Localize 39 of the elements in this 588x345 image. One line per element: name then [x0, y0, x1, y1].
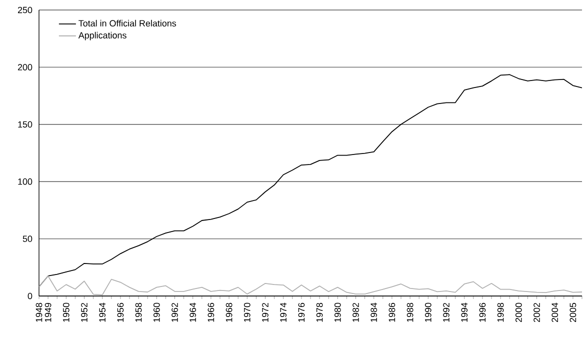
legend-label: Total in Official Relations: [78, 20, 176, 26]
x-tick-label: 1976: [298, 302, 305, 322]
x-tick-label: 1956: [117, 302, 124, 322]
x-tick-label: 1984: [370, 302, 378, 322]
x-tick-label: 1958: [135, 302, 142, 322]
x-tick-label: 1950: [62, 302, 70, 322]
y-tick-label: 150: [18, 121, 32, 128]
x-tick-label: 1980: [334, 302, 341, 322]
y-tick-label: 50: [22, 236, 32, 242]
y-tick-label: 200: [18, 64, 32, 70]
x-tick-label: 1974: [280, 302, 287, 322]
x-tick-label: 1952: [81, 302, 88, 322]
y-tick-label: 100: [18, 178, 32, 185]
x-tick-label: 1954: [99, 302, 106, 322]
x-tick-label: 1982: [352, 302, 359, 322]
x-tick-label: 1998: [497, 302, 504, 322]
x-tick-label: 2005: [570, 302, 576, 322]
x-tick-label: 1978: [316, 302, 323, 322]
x-tick-label: 2002: [534, 302, 540, 322]
x-tick-label: 1994: [461, 302, 468, 322]
legend-label: Applications: [78, 32, 126, 40]
x-tick-label: 1964: [190, 302, 196, 322]
x-tick-label: 1960: [153, 302, 160, 322]
x-tick-label: 1972: [262, 302, 268, 322]
x-tick-label: 1968: [226, 302, 232, 322]
x-tick-label: 1996: [479, 302, 486, 322]
x-tick-label: 1992: [443, 302, 450, 322]
x-tick-label: 1970: [244, 302, 250, 322]
x-tick-label: 1988: [406, 302, 414, 322]
x-tick-label: 2000: [515, 302, 522, 322]
x-tick-label: 1949: [44, 302, 52, 322]
x-tick-label: 1986: [388, 302, 396, 322]
x-tick-label: 1990: [424, 302, 432, 322]
x-tick-label: 1948: [36, 302, 42, 322]
x-tick-label: 1966: [208, 302, 214, 322]
x-tick-label: 1962: [172, 302, 178, 322]
y-tick-label: 250: [18, 6, 32, 14]
x-tick-label: 2004: [552, 302, 558, 322]
y-tick-label: 0: [28, 292, 32, 300]
